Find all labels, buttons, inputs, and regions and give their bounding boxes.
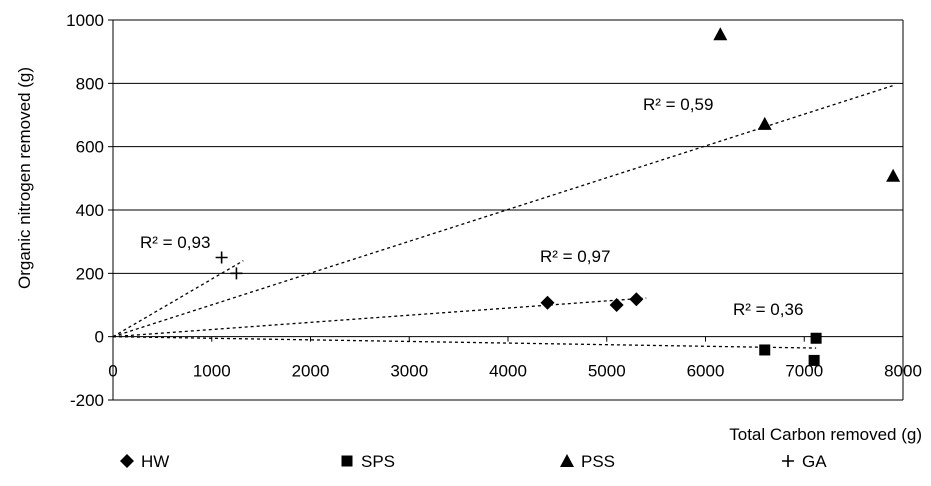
x-tick-label: 3000 — [390, 362, 428, 381]
x-tick-label: 4000 — [489, 362, 527, 381]
x-tick-label: 8000 — [884, 362, 922, 381]
r2-label-pss: R² = 0,59 — [643, 95, 713, 114]
legend: HW SPS PSS GA — [120, 452, 827, 471]
data-point-hw — [629, 292, 644, 307]
x-tick-label: 7000 — [785, 362, 823, 381]
legend-label-ga: GA — [802, 452, 827, 471]
data-point-pss — [757, 116, 772, 130]
data-point-hw — [540, 295, 555, 310]
trendline-ga — [112, 260, 244, 338]
data-point-ga — [230, 267, 243, 280]
legend-marker-ga — [782, 455, 794, 467]
data-point-hw — [609, 298, 624, 312]
y-tick-label: 1000 — [66, 11, 104, 30]
y-tick-label: 600 — [76, 138, 104, 157]
y-tick-label: 400 — [76, 201, 104, 220]
trendline-sps — [112, 336, 817, 349]
trendline-pss — [112, 84, 894, 338]
legend-marker-sps — [341, 455, 353, 467]
legend-item-ga: GA — [782, 452, 827, 471]
legend-marker-hw — [120, 454, 134, 468]
trendline-hw — [112, 297, 647, 338]
legend-label-pss: PSS — [581, 452, 615, 471]
x-tick-label: 1000 — [193, 362, 231, 381]
y-tick-label: -200 — [70, 391, 104, 410]
y-axis-title: Organic nitrogen removed (g) — [15, 67, 34, 289]
r2-label-hw: R² = 0,97 — [540, 247, 610, 266]
x-tick-label: 6000 — [687, 362, 725, 381]
data-points — [215, 27, 901, 366]
r2-label-ga: R² = 0,93 — [140, 233, 210, 252]
x-axis-title: Total Carbon removed (g) — [729, 425, 922, 444]
trendlines — [112, 84, 894, 349]
gridlines — [113, 19, 903, 401]
y-tick-label: 200 — [76, 264, 104, 283]
legend-item-sps: SPS — [341, 452, 395, 471]
y-tick-label: 0 — [95, 328, 104, 347]
legend-label-sps: SPS — [361, 452, 395, 471]
legend-item-hw: HW — [120, 452, 169, 471]
r2-label-sps: R² = 0,36 — [733, 300, 803, 319]
r-squared-labels: R² = 0,97 R² = 0,36 R² = 0,59 R² = 0,93 — [140, 95, 803, 319]
legend-label-hw: HW — [141, 452, 169, 471]
data-point-sps — [808, 354, 820, 366]
data-point-pss — [886, 168, 901, 182]
x-tick-label: 0 — [108, 362, 117, 381]
legend-item-pss: PSS — [560, 452, 615, 471]
legend-marker-pss — [560, 454, 574, 467]
data-point-pss — [713, 27, 728, 41]
y-tick-label: 800 — [76, 74, 104, 93]
x-tick-label: 5000 — [588, 362, 626, 381]
data-point-sps — [759, 344, 771, 356]
x-tick-label: 2000 — [292, 362, 330, 381]
data-point-ga — [215, 251, 228, 264]
data-point-sps — [810, 332, 822, 344]
